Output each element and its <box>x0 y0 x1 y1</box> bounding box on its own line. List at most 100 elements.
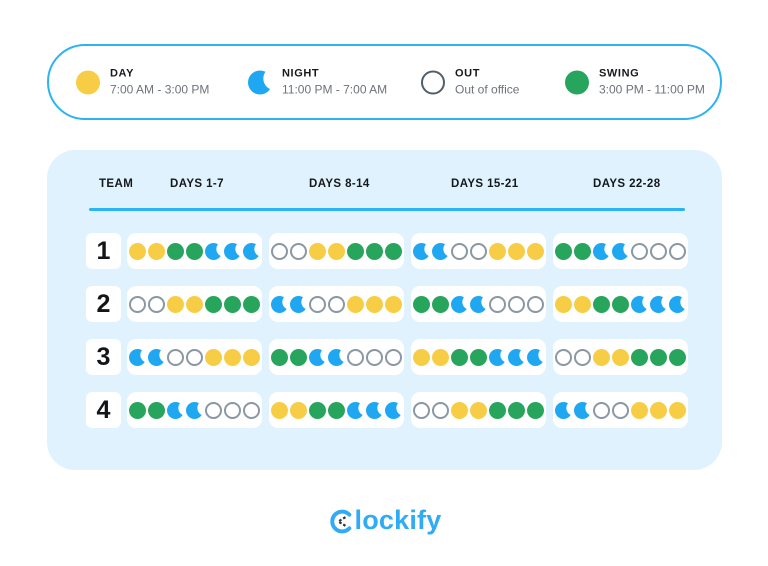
column-header-days-1: DAYS 1-7 <box>170 178 224 190</box>
swing-circle-icon <box>527 401 544 419</box>
out-circle-icon <box>555 348 572 366</box>
week-card <box>411 286 546 322</box>
day-circle-icon <box>508 242 525 260</box>
team-number: 1 <box>96 236 111 265</box>
swing-circle-icon <box>205 295 222 313</box>
swing-circle-icon <box>555 242 572 260</box>
night-crescent-icon <box>385 401 402 419</box>
legend-item-night: NIGHT 11:00 PM - 7:00 AM <box>248 68 387 97</box>
out-circle-icon <box>366 348 383 366</box>
team-row: 4 <box>47 392 722 428</box>
night-crescent-icon <box>366 401 383 419</box>
day-circle-icon <box>669 401 686 419</box>
week-card <box>127 339 262 375</box>
out-circle-icon <box>186 348 203 366</box>
out-circle-icon <box>593 401 610 419</box>
out-circle-icon <box>432 401 449 419</box>
legend-item-label: OUT <box>455 67 481 80</box>
day-circle-icon <box>631 401 648 419</box>
week-card <box>411 392 546 428</box>
night-crescent-icon <box>612 242 629 260</box>
swing-circle-icon <box>385 242 402 260</box>
day-circle-icon <box>593 348 610 366</box>
team-row: 3 <box>47 339 722 375</box>
out-circle-icon <box>148 295 165 313</box>
night-crescent-icon <box>470 295 487 313</box>
out-circle-icon <box>451 242 468 260</box>
night-crescent-icon <box>205 242 222 260</box>
team-number: 4 <box>96 395 111 424</box>
night-crescent-icon <box>555 401 572 419</box>
swing-circle-icon <box>413 295 430 313</box>
clockify-logo: lockify <box>327 505 442 536</box>
week-card <box>269 233 404 269</box>
swing-circle-icon <box>574 242 591 260</box>
day-circle-icon <box>309 242 326 260</box>
swing-circle-icon <box>612 295 629 313</box>
header-underline <box>89 208 685 211</box>
night-crescent-icon <box>271 295 288 313</box>
day-circle-icon <box>470 401 487 419</box>
out-circle-icon <box>631 242 648 260</box>
swing-circle-icon <box>366 242 383 260</box>
out-circle-icon <box>669 242 686 260</box>
swing-circle-icon <box>669 348 686 366</box>
night-crescent-icon <box>224 242 241 260</box>
team-number-card: 4 <box>86 392 121 428</box>
column-header-team: TEAM <box>99 178 134 190</box>
day-circle-icon <box>612 348 629 366</box>
legend-item-label: NIGHT <box>282 67 320 80</box>
night-crescent-icon <box>248 70 272 94</box>
week-card <box>269 339 404 375</box>
swing-circle-icon <box>309 401 326 419</box>
out-circle-icon <box>328 295 345 313</box>
day-circle-icon <box>224 348 241 366</box>
swing-circle-icon <box>328 401 345 419</box>
out-circle-icon <box>470 242 487 260</box>
swing-circle-icon <box>347 242 364 260</box>
day-circle-icon <box>290 401 307 419</box>
swing-circle-icon <box>451 348 468 366</box>
legend-item-time: 11:00 PM - 7:00 AM <box>282 82 388 97</box>
legend-item-time: Out of office <box>455 82 520 97</box>
legend-item-label: DAY <box>110 67 135 80</box>
night-crescent-icon <box>167 401 184 419</box>
out-circle-icon <box>489 295 506 313</box>
day-circle-icon <box>650 401 667 419</box>
column-header-days-3: DAYS 15-21 <box>451 178 519 190</box>
out-circle-icon <box>347 348 364 366</box>
week-card <box>411 339 546 375</box>
swing-circle-icon <box>148 401 165 419</box>
week-card <box>127 233 262 269</box>
out-circle-icon <box>650 242 667 260</box>
team-row: 2 <box>47 286 722 322</box>
swing-circle-icon <box>129 401 146 419</box>
day-circle-icon <box>243 348 260 366</box>
week-card <box>553 233 688 269</box>
night-crescent-icon <box>451 295 468 313</box>
column-header-days-2: DAYS 8-14 <box>309 178 370 190</box>
out-circle-icon <box>271 242 288 260</box>
shift-legend: DAY 7:00 AM - 3:00 PM NIGHT 11:00 PM - 7:00… <box>47 44 722 120</box>
legend-item-day: DAY 7:00 AM - 3:00 PM <box>76 68 209 97</box>
night-crescent-icon <box>186 401 203 419</box>
out-circle-icon <box>243 401 260 419</box>
swing-circle-icon <box>243 295 260 313</box>
swing-circle-icon <box>186 242 203 260</box>
clockify-c-icon <box>329 509 351 533</box>
night-crescent-icon <box>508 348 525 366</box>
day-circle-icon <box>489 242 506 260</box>
day-circle-icon <box>271 401 288 419</box>
legend-item-out: OUT Out of office <box>421 68 519 97</box>
swing-circle-icon <box>271 348 288 366</box>
swing-circle-icon <box>650 348 667 366</box>
swing-circle-icon <box>290 348 307 366</box>
day-circle-icon <box>167 295 184 313</box>
out-circle-icon <box>385 348 402 366</box>
week-card <box>411 233 546 269</box>
night-crescent-icon <box>489 348 506 366</box>
legend-item-text: NIGHT 11:00 PM - 7:00 AM <box>282 68 387 97</box>
week-card <box>127 286 262 322</box>
team-number: 2 <box>96 289 111 318</box>
